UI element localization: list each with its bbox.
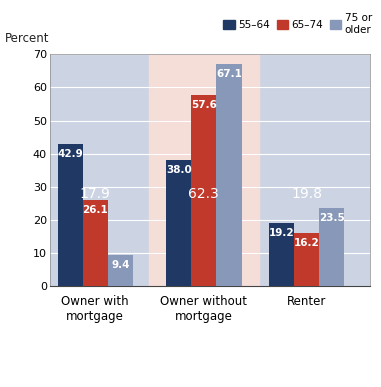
Bar	[294, 233, 319, 286]
Bar	[83, 200, 108, 286]
Bar	[191, 95, 216, 286]
Text: 42.9: 42.9	[57, 149, 83, 159]
Bar	[108, 255, 133, 286]
Text: 57.6: 57.6	[191, 100, 217, 110]
Legend: 55–64, 65–74, 75 or
older: 55–64, 65–74, 75 or older	[223, 13, 372, 34]
Text: 19.8: 19.8	[291, 187, 322, 200]
Text: 65 or
older: 65 or older	[11, 335, 42, 364]
Text: 19.2: 19.2	[269, 228, 295, 238]
Text: 26.1: 26.1	[82, 205, 108, 215]
Text: 62.3: 62.3	[189, 187, 219, 200]
Text: 38.0: 38.0	[166, 165, 192, 175]
Bar	[216, 64, 242, 286]
Text: 17.9: 17.9	[80, 187, 111, 200]
Bar	[166, 160, 191, 286]
Bar	[58, 144, 83, 286]
Text: 16.2: 16.2	[294, 238, 320, 248]
Text: 23.5: 23.5	[319, 213, 345, 223]
Bar	[269, 223, 294, 286]
Bar	[149, 54, 259, 286]
Text: 9.4: 9.4	[111, 260, 130, 270]
Text: 67.1: 67.1	[216, 69, 242, 79]
Bar	[319, 209, 344, 286]
Text: Percent: Percent	[5, 32, 49, 45]
